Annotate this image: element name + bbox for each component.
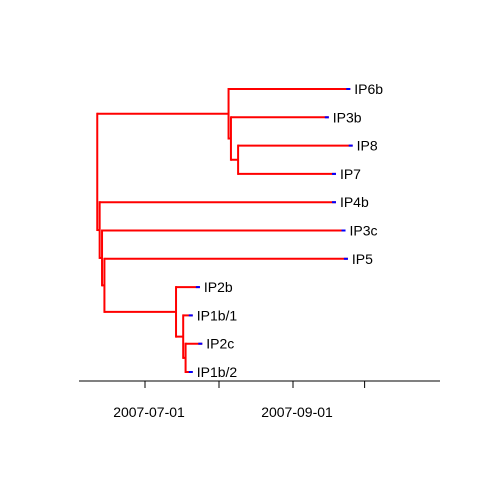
axis-tick-label-2007-07-01: 2007-07-01 — [113, 404, 185, 420]
tip-label-ip3b: IP3b — [333, 109, 362, 125]
tip-label-ip5: IP5 — [352, 251, 373, 267]
tree-branches — [96, 88, 353, 373]
tip-label-ip8: IP8 — [357, 138, 378, 154]
tip-label-ip1b-2: IP1b/2 — [197, 364, 238, 380]
tip-label-ip4b: IP4b — [340, 194, 369, 210]
tip-label-ip6b: IP6b — [354, 81, 383, 97]
tip-label-ip3c: IP3c — [350, 223, 378, 239]
axis-tick-label-2007-09-01: 2007-09-01 — [261, 404, 333, 420]
tip-label-ip1b-1: IP1b/1 — [197, 307, 238, 323]
tip-label-ip2b: IP2b — [204, 279, 233, 295]
time-axis: 2007-07-01 2007-09-01 — [79, 380, 440, 420]
tip-label-ip2c: IP2c — [206, 336, 234, 352]
tip-markers — [188, 88, 353, 373]
tip-label-ip7: IP7 — [340, 166, 361, 182]
tip-labels: IP6b IP3b IP8 IP7 IP4b IP3c IP5 IP2b IP1b/1 IP2c I… — [197, 81, 384, 380]
